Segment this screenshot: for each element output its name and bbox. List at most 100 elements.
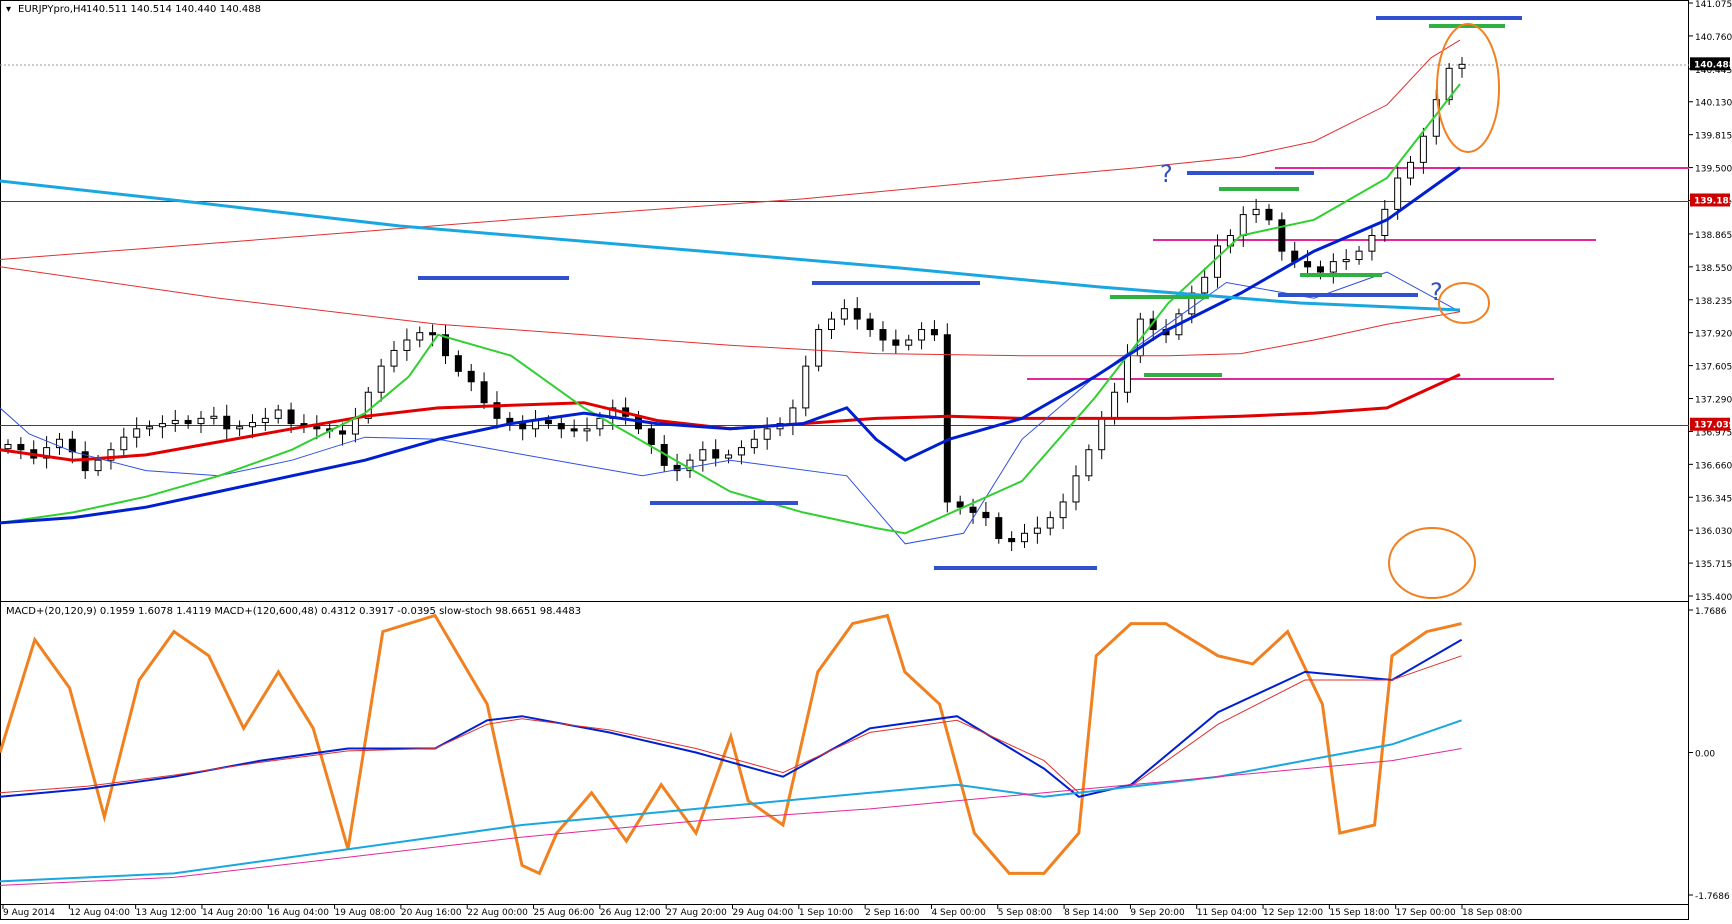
candle-up [146,426,154,430]
price-axis: 141.075 140.760 140.445 140.130 139.815 139.5… [1689,0,1732,603]
candle-down [956,501,964,508]
time-label: 12 Sep 12:00 [1263,908,1323,918]
candle-up [171,419,179,425]
candle-up [1368,234,1376,252]
indicator-tick-label: -1.7686 [1695,892,1730,902]
candle-up [43,447,51,459]
candle-down [712,449,720,459]
indicator-label: MACD+(20,120,9) 0.1959 1.6078 1.4119 MAC… [6,606,581,617]
candle-down [982,511,990,519]
candle-up [737,447,745,456]
candle-down [68,438,76,453]
candle-down [429,332,437,336]
candle-down [467,370,475,383]
candle-up [905,339,913,346]
candle-down [943,334,951,503]
indicator-line-4 [0,748,1462,886]
indicator-lines [0,613,1463,886]
candle-up [390,349,398,367]
candle-up [133,428,141,438]
price-tick-label: 138.550 [1695,264,1732,274]
price-tick-label: 140.760 [1695,33,1732,43]
candle-up [1407,161,1415,179]
candle-down [1149,318,1157,331]
time-label: 4 Sep 00:00 [931,908,986,918]
candle-up [274,409,282,419]
time-label: 29 Aug 04:00 [733,908,794,918]
candle-up [1033,527,1041,534]
price-tick-label: 138.235 [1695,297,1732,307]
candle-down [493,402,501,419]
orange-ellipse [1436,23,1500,153]
candle-up [828,318,836,331]
candle-up [236,426,244,430]
candle-up [1059,501,1067,519]
candle-up [802,365,810,409]
candle-down [879,329,887,341]
candle-down [454,355,462,372]
candle-up [1046,517,1054,529]
candle-up [596,417,604,430]
candle-up [1239,214,1247,236]
candle-up [1394,177,1402,210]
candle-up [197,417,205,425]
time-label: 11 Sep 04:00 [1197,908,1257,918]
indicator-pane [0,601,1689,920]
candle-up [4,443,12,450]
orange-ellipse [1438,282,1490,324]
candle-down [1316,266,1324,273]
candle-down [223,415,231,430]
question-mark-1: ? [1160,160,1173,188]
price-tick-label: 136.660 [1695,461,1732,471]
indicator-tick-label: 0.00 [1695,750,1715,760]
candle-up [815,329,823,367]
price-tick-label: 140.445 [1695,66,1732,76]
current-price-label-bg [1690,57,1730,71]
time-label: 5 Sep 08:00 [998,908,1053,918]
candle-up [918,329,926,341]
candle-down [969,506,977,513]
candle-down [1265,208,1273,221]
orange-ellipse [1388,527,1476,599]
candle-up [1085,449,1093,477]
candle-down [930,329,938,336]
time-label: 12 Aug 04:00 [69,908,130,918]
price-line-4 [0,83,1461,535]
candle-up [1445,67,1453,101]
time-label: 15 Sep 18:00 [1329,908,1389,918]
candle-down [1304,261,1312,268]
price-tick-label: 135.400 [1695,593,1732,603]
candle-up [120,436,128,451]
candle-up [351,417,359,435]
blue-marks [418,16,1522,570]
time-label: 8 Sep 14:00 [1064,908,1119,918]
candle-up [750,438,758,449]
hline-b-label-bg [1690,417,1730,431]
indicator-line-2 [0,655,1462,794]
candle-down [1278,219,1286,252]
candle-up [840,308,848,320]
candle-up [699,449,707,461]
price-tick-label: 135.715 [1695,560,1732,570]
time-label: 26 Aug 12:00 [600,908,661,918]
price-tick-label: 138.865 [1695,231,1732,241]
candle-up [210,415,218,419]
candle-down [519,423,527,430]
candle-up [94,459,102,472]
time-label: 22 Aug 00:00 [467,908,528,918]
candle-down [480,381,488,404]
price-tick-label: 140.130 [1695,99,1732,109]
question-mark-2: ? [1430,278,1443,306]
candle-up [261,417,269,424]
candle-down [866,318,874,331]
candle-down [995,517,1003,540]
candle-down [892,339,900,346]
indicator-tick-label: 1.7686 [1695,607,1727,617]
indicator-axis: 1.7686 0.00 -1.7686 [1689,607,1730,902]
candle-down [441,334,449,357]
candle-down [673,464,681,472]
symbol-dropdown-icon[interactable]: ▾ [6,4,11,15]
time-label: 27 Aug 20:00 [666,908,727,918]
